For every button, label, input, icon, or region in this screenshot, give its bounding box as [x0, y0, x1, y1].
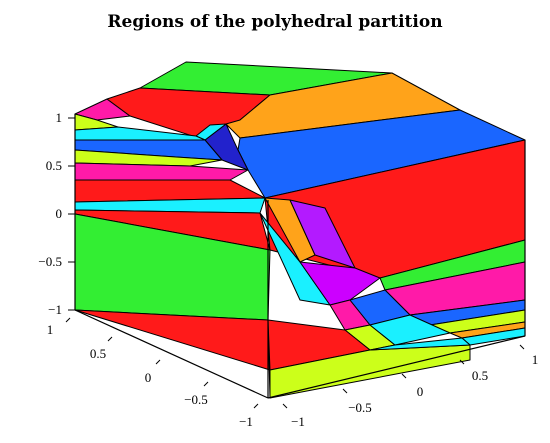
box-edge-bottom-right — [267, 335, 526, 399]
x-tick-neg0.5: −0.5 — [184, 392, 208, 407]
region-diag-violet — [299, 261, 381, 306]
region-bottom-yellowgreen — [269, 344, 471, 399]
region-diag-cyan-2 — [369, 314, 451, 346]
x-tick-neg1: −1 — [239, 414, 253, 429]
region-bottom-red — [74, 309, 371, 371]
z-tick-neg1: −1 — [48, 302, 62, 317]
y-tick-0: 0 — [417, 384, 424, 399]
box-edge-bottom-left — [74, 309, 269, 399]
chart-title: Regions of the polyhedral partition — [107, 12, 443, 32]
y-tick-1: 1 — [532, 352, 539, 367]
z-tick-neg0.5: −0.5 — [38, 254, 62, 269]
region-bottom-cyan — [369, 337, 471, 351]
region-left-magenta — [74, 162, 249, 181]
x-tick-0.5: 0.5 — [90, 346, 106, 361]
y-tick-0.5: 0.5 — [472, 368, 488, 383]
x-tick-0: 0 — [145, 370, 152, 385]
y-tick-neg0.5: −0.5 — [348, 400, 372, 415]
z-tick-0: 0 — [56, 206, 63, 221]
z-tick-1: 1 — [56, 110, 63, 125]
y-tick-neg1: −1 — [291, 414, 305, 429]
z-tick-0.5: 0.5 — [46, 158, 62, 173]
x-tick-1: 1 — [47, 322, 54, 337]
